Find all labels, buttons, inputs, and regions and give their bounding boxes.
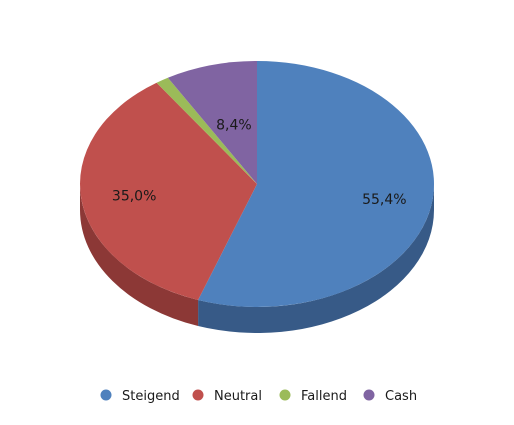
pie-side-steigend: [198, 184, 434, 333]
pie-slices: [80, 61, 435, 307]
pie-data-labels: 55,4% 35,0% 8,4%: [112, 118, 407, 209]
legend-marker-fallend: [279, 389, 291, 401]
legend-label-cash: Cash: [385, 389, 417, 404]
legend-marker-steigend: [100, 389, 112, 401]
pie-slice-cash: [167, 61, 257, 184]
data-label-neutral: 35,0%: [112, 188, 156, 204]
legend-label-fallend: Fallend: [301, 389, 347, 404]
pie-side-walls: [80, 184, 434, 333]
data-label-cash: 8,4%: [216, 118, 252, 134]
pie-side-neutral: [80, 184, 199, 326]
pie-slice-fallend: [156, 77, 257, 184]
legend-marker-cash: [363, 389, 375, 401]
pie-slice-steigend: [198, 61, 435, 307]
legend-marker-neutral: [192, 389, 204, 401]
data-label-steigend: 55,4%: [362, 192, 406, 208]
legend-label-steigend: Steigend: [122, 389, 180, 404]
legend-label-neutral: Neutral: [214, 389, 262, 404]
pie-slice-neutral: [80, 82, 257, 300]
legend: Steigend Neutral Fallend Cash: [100, 389, 417, 404]
